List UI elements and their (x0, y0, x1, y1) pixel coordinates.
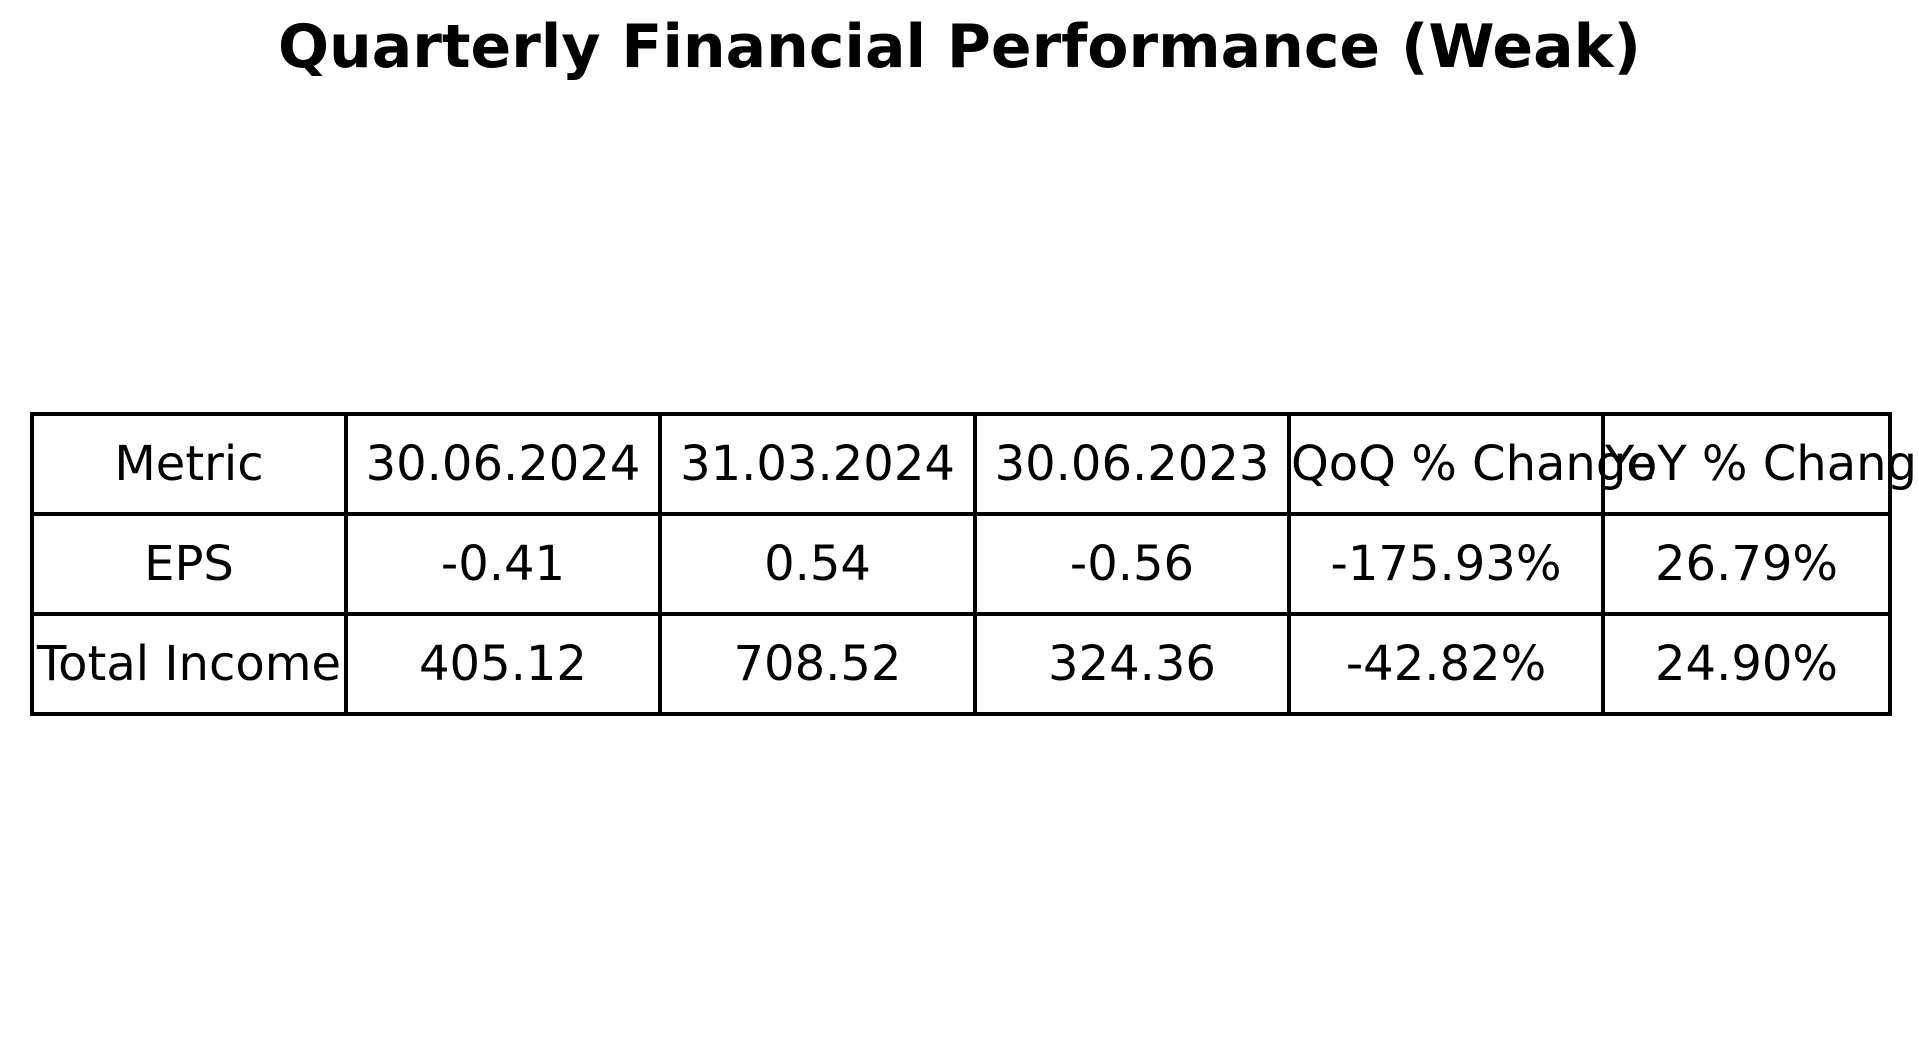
cell-eps-yoy-change: 26.79% (1601, 512, 1892, 616)
column-header-31-03-2024: 31.03.2024 (658, 412, 977, 516)
cell-total-income-31-03-2024: 708.52 (658, 612, 977, 716)
table-row-eps: EPS -0.41 0.54 -0.56 -175.93% 26.79% (30, 512, 1892, 616)
column-header-yoy-change: YoY % Change (1601, 412, 1919, 516)
column-header-qoq-change: QoQ % Change (1287, 412, 1656, 516)
cell-total-income-30-06-2024: 405.12 (344, 612, 662, 716)
cell-eps-30-06-2023: -0.56 (973, 512, 1291, 616)
cell-total-income-qoq-change: -42.82% (1287, 612, 1605, 716)
cell-total-income-metric: Total Income (30, 612, 348, 716)
column-header-30-06-2023: 30.06.2023 (973, 412, 1291, 516)
page-title: Quarterly Financial Performance (Weak) (278, 12, 1641, 82)
cell-eps-30-06-2024: -0.41 (344, 512, 662, 616)
cell-total-income-30-06-2023: 324.36 (973, 612, 1291, 716)
cell-eps-31-03-2024: 0.54 (658, 512, 977, 616)
column-header-30-06-2024: 30.06.2024 (344, 412, 662, 516)
cell-eps-metric: EPS (30, 512, 348, 616)
cell-eps-qoq-change: -175.93% (1287, 512, 1605, 616)
column-header-metric: Metric (30, 412, 348, 516)
financial-table: Metric 30.06.2024 31.03.2024 30.06.2023 … (30, 412, 1919, 716)
table-row-total-income: Total Income 405.12 708.52 324.36 -42.82… (30, 612, 1892, 716)
cell-total-income-yoy-change: 24.90% (1601, 612, 1892, 716)
financial-table-container: Metric 30.06.2024 31.03.2024 30.06.2023 … (30, 412, 1919, 716)
table-header-row: Metric 30.06.2024 31.03.2024 30.06.2023 … (30, 412, 1919, 516)
